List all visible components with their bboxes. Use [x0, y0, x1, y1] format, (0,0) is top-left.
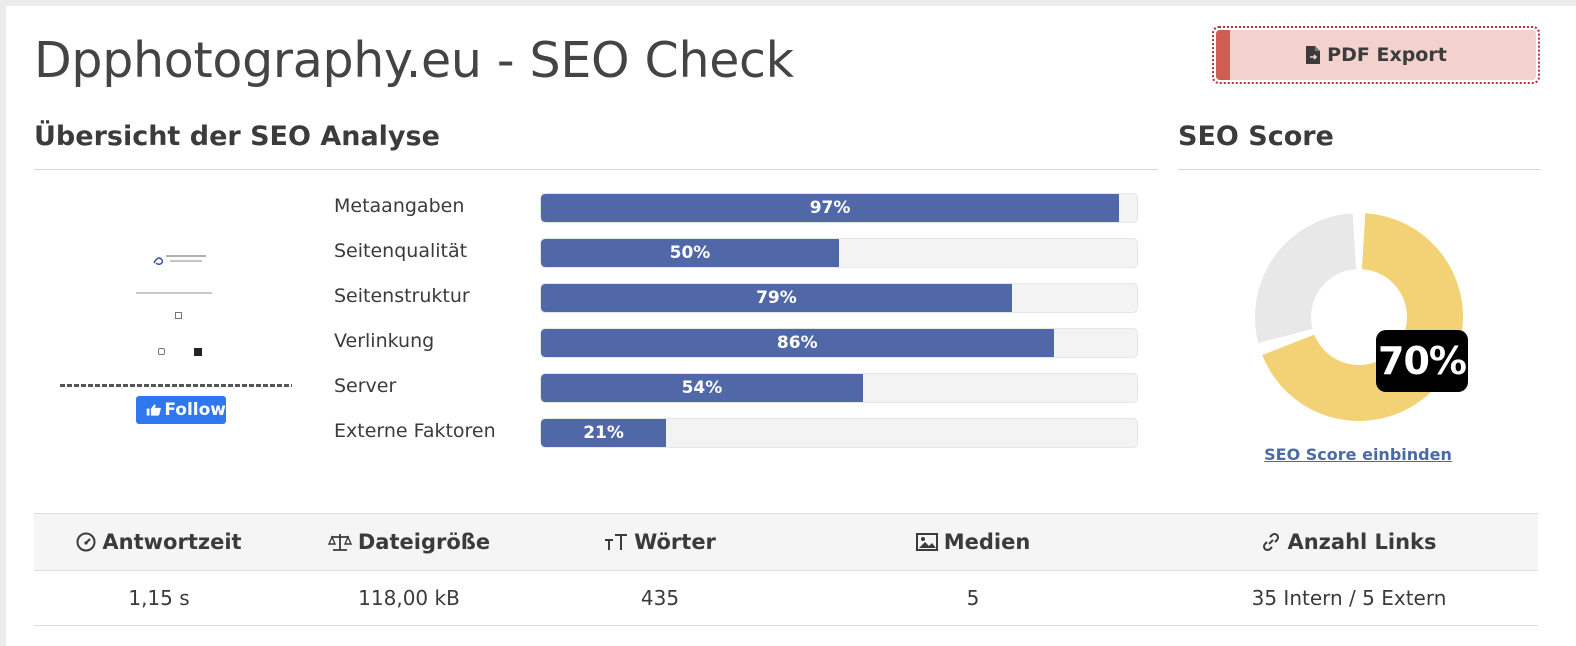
page-title: Dpphotography.eu - SEO Check: [34, 32, 794, 89]
score-divider: [1178, 169, 1540, 170]
score-heading: SEO Score: [1178, 121, 1334, 152]
link-icon: [1263, 532, 1280, 552]
metric-label-verlinkung: Verlinkung: [334, 330, 435, 352]
stats-header-label: Anzahl Links: [1287, 530, 1437, 554]
text-size-icon: [605, 534, 628, 550]
stats-header-label: Antwortzeit: [102, 530, 242, 554]
pdf-export-label: PDF Export: [1327, 44, 1447, 66]
metric-bar-verlinkung: 86%: [540, 328, 1138, 358]
metric-bar-externe-faktoren: 21%: [540, 418, 1138, 448]
balance-scale-icon: [327, 534, 352, 551]
stats-header-row: Antwortzeit Dateigröße Wörter: [34, 513, 1538, 571]
metric-label-externe-faktoren: Externe Faktoren: [334, 420, 496, 442]
overview-heading: Übersicht der SEO Analyse: [34, 121, 440, 152]
stats-value-medien: 5: [966, 586, 980, 610]
stats-header-antwortzeit: Antwortzeit: [34, 514, 284, 570]
metric-bar-fill: 97%: [541, 194, 1120, 222]
metric-bar-seitenstruktur: 79%: [540, 283, 1138, 313]
thumbnail-instagram-icon: [158, 348, 165, 355]
thumbnail-grid-icon: [175, 312, 182, 319]
metric-label-metaangaben: Metaangaben: [334, 195, 465, 217]
stats-header-woerter: Wörter: [534, 514, 786, 570]
pdf-export-button[interactable]: PDF Export: [1212, 26, 1540, 84]
metric-bar-fill: 54%: [541, 374, 863, 402]
stats-value-antwortzeit: 1,15 s: [128, 586, 190, 610]
stats-header-label: Medien: [943, 530, 1031, 554]
stats-table: Antwortzeit Dateigröße Wörter: [34, 513, 1538, 626]
metric-label-server: Server: [334, 375, 397, 397]
stats-header-label: Dateigröße: [357, 530, 491, 554]
stats-header-medien: Medien: [786, 514, 1160, 570]
thumbnail-paragraph-line: [60, 384, 292, 387]
stats-value-woerter: 435: [640, 586, 680, 610]
stats-header-anzahl-links: Anzahl Links: [1160, 514, 1538, 570]
seo-score-value: 70%: [1376, 330, 1468, 392]
image-icon: [915, 533, 938, 551]
metric-bar-fill: 86%: [541, 329, 1054, 357]
remaining-segment: [1255, 213, 1357, 344]
stats-values-row: 1,15 s 118,00 kB 435 5 35 Intern / 5 Ext…: [34, 571, 1538, 626]
stats-header-dateigroesse: Dateigröße: [284, 514, 534, 570]
metric-label-seitenqualitaet: Seitenqualität: [334, 240, 468, 262]
page: Dpphotography.eu - SEO Check PDF Export …: [6, 6, 1576, 646]
metric-bar-fill: 50%: [541, 239, 839, 267]
facebook-follow-button[interactable]: Follow: [136, 396, 226, 424]
thumbs-up-icon: [146, 404, 161, 416]
seo-score-embed-link[interactable]: SEO Score einbinden: [1264, 445, 1452, 464]
metric-bar-fill: 79%: [541, 284, 1012, 312]
speedometer-icon: [76, 532, 96, 552]
thumbnail-social-icon: [194, 348, 202, 356]
site-logo-icon: [153, 255, 206, 265]
metric-bar-server: 54%: [540, 373, 1138, 403]
metric-bar-seitenqualitaet: 50%: [540, 238, 1138, 268]
button-accent-stripe: [1216, 30, 1230, 80]
metric-label-seitenstruktur: Seitenstruktur: [334, 285, 470, 307]
follow-label: Follow: [164, 400, 226, 420]
stats-header-label: Wörter: [634, 530, 716, 554]
overview-divider: [34, 169, 1158, 170]
file-export-icon: [1306, 46, 1321, 64]
metric-bar-metaangaben: 97%: [540, 193, 1138, 223]
thumbnail-text-line: [136, 292, 212, 294]
pdf-export-button-body[interactable]: PDF Export: [1216, 30, 1536, 80]
website-thumbnail[interactable]: Follow: [42, 198, 304, 428]
metric-bar-fill: 21%: [541, 419, 667, 447]
stats-value-anzahl-links: 35 Intern / 5 Extern: [1251, 586, 1447, 610]
stats-value-dateigroesse: 118,00 kB: [358, 586, 460, 610]
